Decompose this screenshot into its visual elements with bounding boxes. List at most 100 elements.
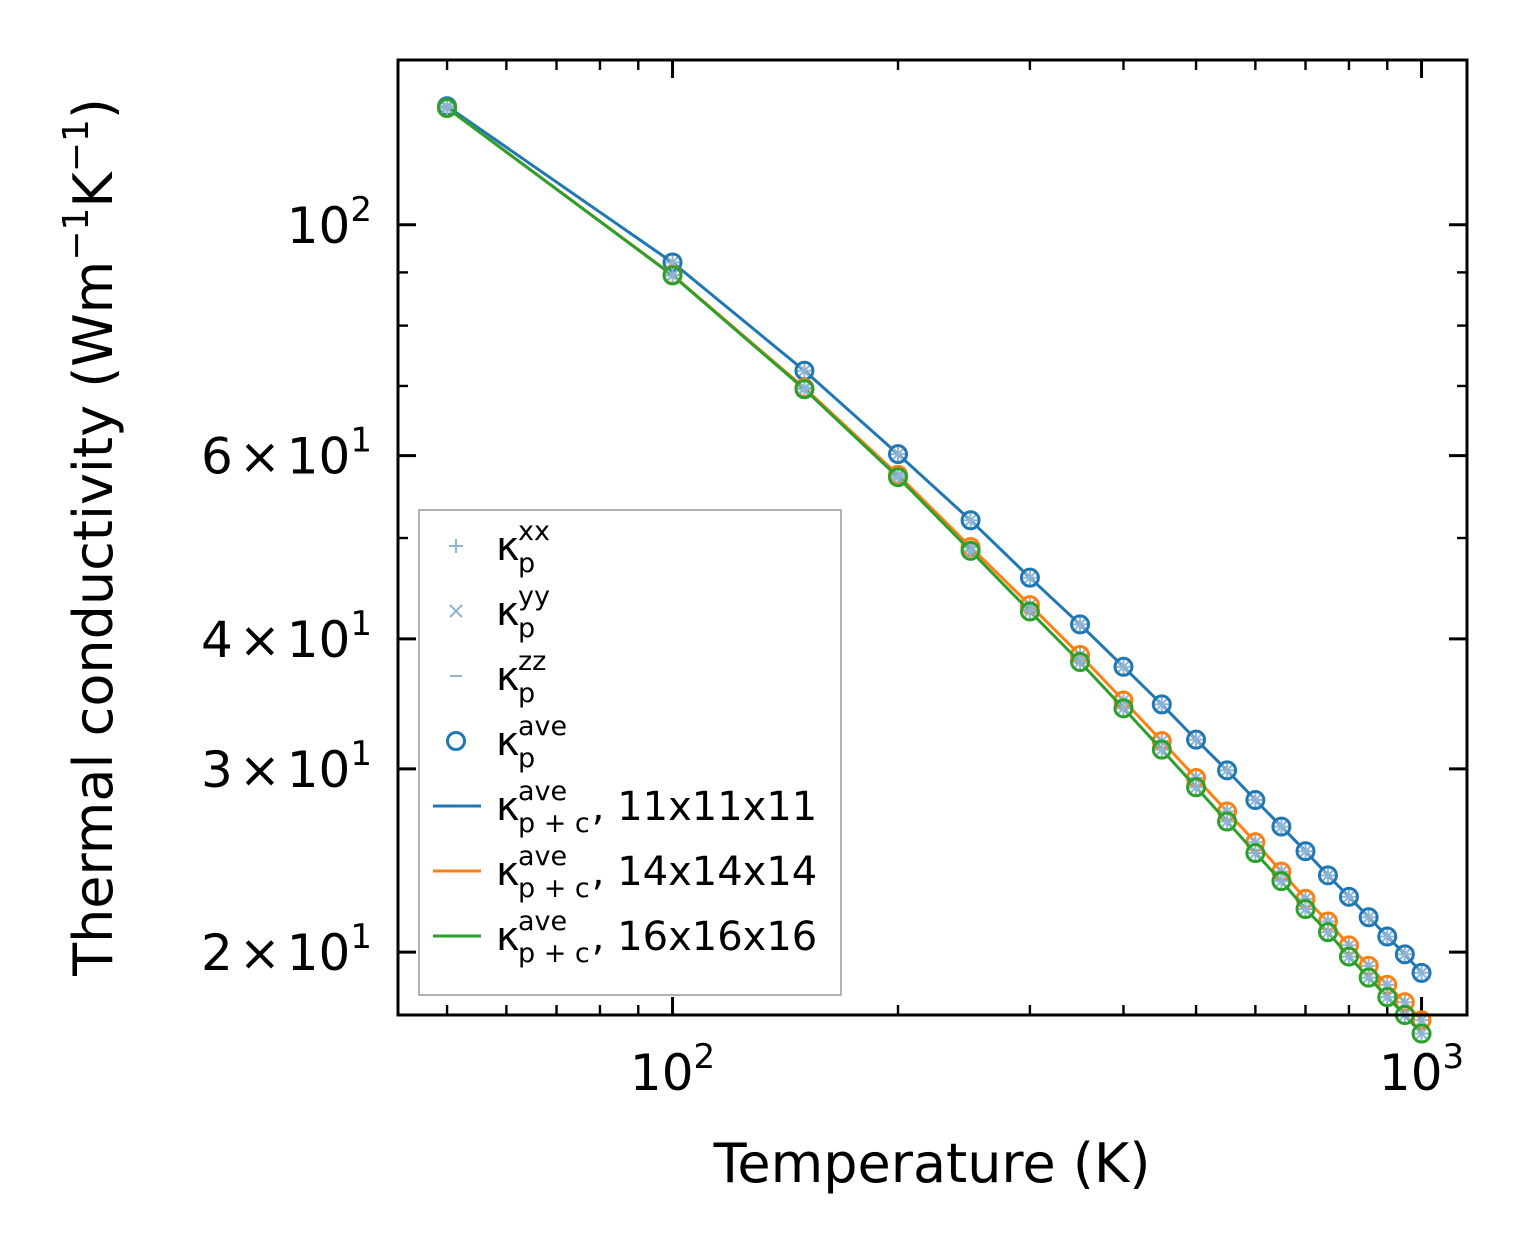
y-tick-label-times: × [239, 741, 281, 799]
x-axis-label: Temperature (K) [713, 1132, 1151, 1195]
point-kp-ave [1217, 811, 1238, 832]
point-kp-ave [1358, 907, 1379, 928]
point-kp-yy [1156, 698, 1168, 711]
legend-label-suffix: , 16x16x16 [592, 914, 817, 960]
legend-label-symbol: κ [496, 914, 520, 960]
point-kp-ave [1113, 656, 1134, 677]
y-axis-label-main: Thermal conductivity (Wm [62, 261, 125, 977]
point-kp-ave [1295, 898, 1316, 919]
axis-ticks [398, 60, 1467, 1015]
point-kp-ave [1151, 739, 1172, 760]
y-tick-label: 4 × 101 [201, 604, 372, 669]
y-tick-label-times: × [239, 924, 281, 982]
point-kp-yy [1415, 1027, 1428, 1040]
point-kp-ave [1019, 567, 1040, 588]
point-kp-ave [1186, 729, 1207, 750]
point-kp-ave [888, 444, 909, 465]
point-kp-yy [1362, 971, 1375, 984]
point-kp-ave [1411, 1023, 1432, 1044]
y-tick-label-mantissa: 3 [201, 741, 233, 799]
legend-label-sub: p [518, 678, 535, 709]
point-kp-yy [892, 448, 904, 460]
legend-label-sup: ave [518, 776, 567, 807]
legend-label-symbol: κ [496, 524, 520, 570]
legend-entry-4: κave p [446, 711, 567, 774]
legend-label: κyy p [496, 581, 550, 644]
point-kp-yy [1117, 661, 1130, 673]
point-kp-yy [1362, 911, 1375, 923]
y-tick-label-exp: 2 [350, 190, 372, 230]
legend-label-sup: yy [518, 581, 550, 612]
point-kp-ave [1338, 946, 1359, 967]
point-kp-yy [1156, 743, 1168, 756]
y-tick-label-times: × [239, 611, 281, 669]
point-kp-ave [1295, 841, 1316, 862]
legend-label-sub: p + c [518, 873, 590, 904]
legend-label: κzz p [496, 646, 546, 709]
legend-label-symbol: κ [496, 849, 520, 895]
point-kp-yy [666, 269, 679, 282]
point-kp-yy [1343, 950, 1355, 963]
y-tick-label-mantissa: 6 [201, 428, 233, 486]
legend-entry-5: κave p + c, 11x11x11 [433, 776, 817, 839]
point-kp-ave [1317, 865, 1338, 886]
legend-label: κave p + c, 16x16x16 [496, 906, 817, 969]
legend-label-symbol: κ [496, 589, 520, 635]
series-1 [437, 96, 1432, 983]
point-kp-yy [1415, 967, 1428, 979]
point-kp-yy [1249, 794, 1262, 806]
point-kp-ave [1245, 843, 1266, 864]
legend-label-symbol: κ [496, 784, 520, 830]
x-tick-label-exp: 3 [1443, 1037, 1465, 1077]
legend-frame [418, 509, 842, 996]
point-kp-yy [798, 365, 811, 377]
x-tick-label-exp: 2 [694, 1037, 716, 1077]
point-kp-ave [1358, 967, 1379, 988]
legend-label-suffix: , 14x14x14 [592, 849, 817, 895]
y-tick-label-exp: 1 [350, 604, 372, 644]
point-kp-yy [1275, 820, 1288, 833]
point-kp-yy [1117, 702, 1130, 715]
y-tick-label: 102 [287, 190, 372, 255]
point-kp-yy [1299, 903, 1312, 915]
series-group [437, 96, 1432, 1044]
point-kp-yy [1024, 571, 1036, 584]
x-tick-label: 102 [630, 1037, 715, 1102]
point-kp-ave [1019, 601, 1040, 622]
point-kp-yy [1399, 996, 1411, 1008]
y-tick-label: 2 × 101 [201, 917, 372, 982]
point-kp-yy [1343, 891, 1355, 903]
point-kp-ave [1411, 962, 1432, 983]
point-kp-ave [1271, 816, 1292, 837]
legend-label-sup: zz [518, 646, 546, 677]
y-tick-label: 3 × 101 [201, 734, 372, 799]
y-axis-label-sup1: −1 [56, 208, 97, 261]
y-tick-label-mantissa: 4 [201, 611, 233, 669]
legend-entry-2: κyy p [449, 581, 550, 644]
legend-label-symbol: κ [496, 654, 520, 700]
legend-entry-1: κxx p [449, 516, 550, 579]
point-kp-ave [1394, 944, 1415, 965]
point-kp-ave [1377, 926, 1398, 947]
legend-label-sub: p [518, 548, 535, 579]
y-tick-label: 6 × 101 [201, 421, 372, 486]
point-kp-ave [1113, 698, 1134, 719]
y-tick-label-base: 10 [287, 611, 351, 669]
legend-label-sup: xx [518, 516, 550, 547]
x-tick-label: 103 [1379, 1037, 1464, 1102]
y-tick-label-base: 10 [287, 924, 351, 982]
x-tick-label-base: 10 [1379, 1044, 1443, 1102]
point-kp-yy [1221, 815, 1233, 828]
point-kp-yy [1074, 618, 1086, 631]
legend-label: κave p + c, 11x11x11 [496, 776, 817, 839]
legend-entry-6: κave p + c, 14x14x14 [433, 841, 817, 904]
point-kp-yy [1322, 926, 1334, 938]
point-kp-yy [1399, 948, 1411, 961]
legend-label-sup: ave [518, 711, 567, 742]
point-kp-ave [1245, 790, 1266, 811]
point-kp-ave [1377, 987, 1398, 1008]
y-tick-label-exp: 1 [350, 917, 372, 957]
